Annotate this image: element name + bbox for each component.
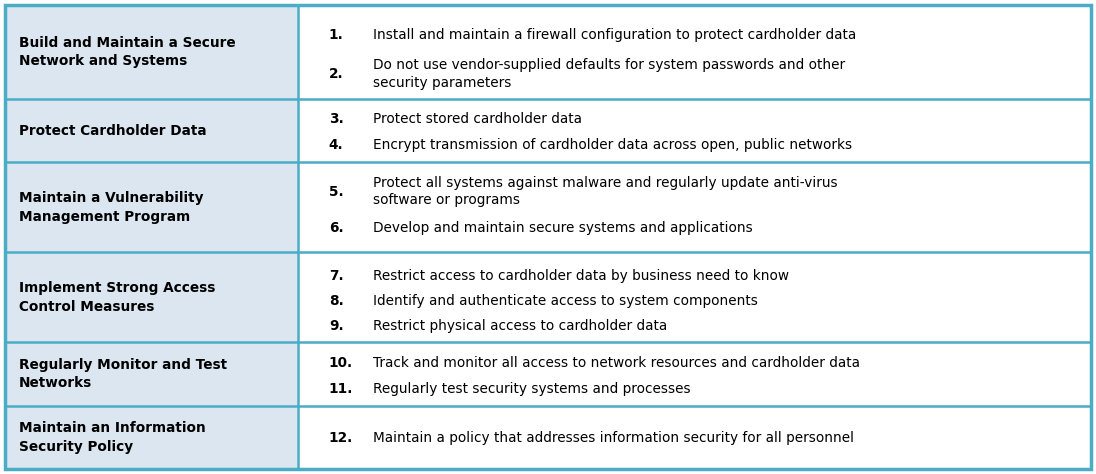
Text: Maintain a policy that addresses information security for all personnel: Maintain a policy that addresses informa…: [373, 431, 854, 445]
Text: 5.: 5.: [329, 184, 343, 199]
Text: 11.: 11.: [329, 382, 353, 396]
Text: Develop and maintain secure systems and applications: Develop and maintain secure systems and …: [373, 221, 752, 236]
Bar: [298, 99, 1091, 162]
Text: Track and monitor all access to network resources and cardholder data: Track and monitor all access to network …: [373, 356, 859, 370]
Text: Do not use vendor-supplied defaults for system passwords and other
security para: Do not use vendor-supplied defaults for …: [373, 58, 845, 90]
Text: Encrypt transmission of cardholder data across open, public networks: Encrypt transmission of cardholder data …: [373, 138, 852, 153]
Text: 3.: 3.: [329, 112, 343, 127]
Text: 12.: 12.: [329, 431, 353, 445]
Text: Regularly test security systems and processes: Regularly test security systems and proc…: [373, 382, 690, 396]
Text: Protect all systems against malware and regularly update anti-virus
software or : Protect all systems against malware and …: [373, 175, 837, 208]
Text: Identify and authenticate access to system components: Identify and authenticate access to syst…: [373, 294, 757, 308]
Bar: [298, 5, 1091, 99]
Bar: [5, 342, 298, 406]
Bar: [298, 342, 1091, 406]
Text: 2.: 2.: [329, 67, 343, 81]
Bar: [5, 99, 298, 162]
Text: Restrict physical access to cardholder data: Restrict physical access to cardholder d…: [373, 319, 666, 333]
Text: 6.: 6.: [329, 221, 343, 236]
Text: 7.: 7.: [329, 269, 343, 283]
Text: Restrict access to cardholder data by business need to know: Restrict access to cardholder data by bu…: [373, 269, 789, 283]
Text: Regularly Monitor and Test
Networks: Regularly Monitor and Test Networks: [19, 358, 227, 390]
Bar: [5, 252, 298, 342]
Text: 8.: 8.: [329, 294, 343, 308]
Bar: [5, 162, 298, 252]
Text: Maintain an Information
Security Policy: Maintain an Information Security Policy: [19, 421, 205, 454]
Text: 9.: 9.: [329, 319, 343, 333]
Text: Build and Maintain a Secure
Network and Systems: Build and Maintain a Secure Network and …: [19, 36, 236, 68]
Text: Install and maintain a firewall configuration to protect cardholder data: Install and maintain a firewall configur…: [373, 28, 856, 42]
Text: 1.: 1.: [329, 28, 343, 42]
Bar: [298, 406, 1091, 469]
Text: Implement Strong Access
Control Measures: Implement Strong Access Control Measures: [19, 281, 215, 314]
Bar: [5, 406, 298, 469]
Bar: [298, 162, 1091, 252]
Text: Maintain a Vulnerability
Management Program: Maintain a Vulnerability Management Prog…: [19, 191, 203, 224]
Text: 10.: 10.: [329, 356, 353, 370]
Bar: [298, 252, 1091, 342]
Text: Protect stored cardholder data: Protect stored cardholder data: [373, 112, 582, 127]
Bar: [5, 5, 298, 99]
Text: Protect Cardholder Data: Protect Cardholder Data: [19, 124, 206, 137]
Text: 4.: 4.: [329, 138, 343, 153]
